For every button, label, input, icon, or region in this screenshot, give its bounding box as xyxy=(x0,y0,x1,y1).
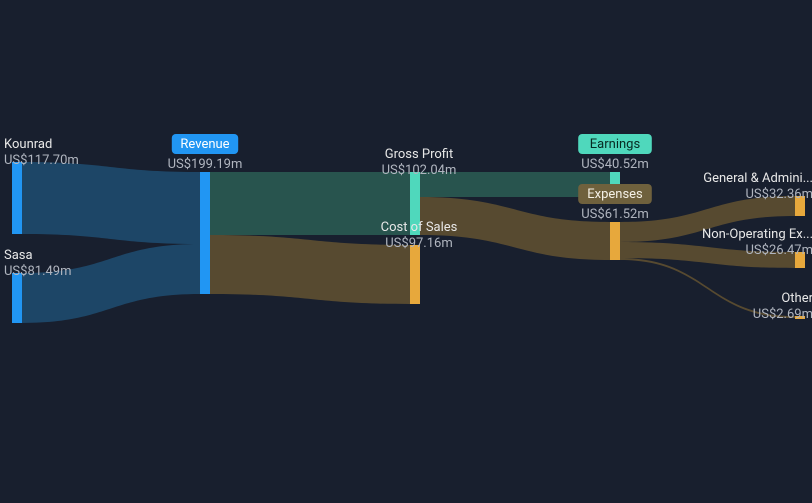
node-pill-revenue: Revenue US$199.19m xyxy=(168,134,243,172)
sankey-node-expenses[interactable] xyxy=(610,222,620,260)
node-label: Kounrad xyxy=(4,137,52,152)
sankey-node-revenue[interactable] xyxy=(200,172,210,294)
sankey-node-cost_of_sales[interactable] xyxy=(410,245,420,304)
sankey-node-sasa[interactable] xyxy=(12,273,22,323)
node-label: Cost of Sales xyxy=(381,220,458,235)
node-value: US$26.47m xyxy=(745,243,812,258)
sankey-chart: KounradUS$117.70m SasaUS$81.49m Revenue US$… xyxy=(0,0,812,503)
node-label: General & Admini... xyxy=(703,171,812,186)
node-value: US$40.52m xyxy=(581,157,649,172)
node-label: Earnings xyxy=(590,137,641,152)
node-pill-earnings: Earnings US$40.52m xyxy=(578,134,652,172)
sankey-link xyxy=(210,235,410,304)
sankey-node-kounrad[interactable] xyxy=(12,162,22,234)
node-label: Expenses xyxy=(587,187,643,202)
node-value: US$199.19m xyxy=(168,157,243,172)
node-label: Gross Profit xyxy=(385,147,454,162)
node-value: US$102.04m xyxy=(382,163,457,178)
node-value: US$97.16m xyxy=(385,236,453,251)
node-label: Other xyxy=(781,291,812,306)
node-label: Sasa xyxy=(4,248,33,263)
node-pill-expenses: Expenses US$61.52m xyxy=(578,184,652,222)
node-label: Revenue xyxy=(180,137,229,152)
node-label: Non-Operating Ex... xyxy=(702,227,812,242)
node-value: US$81.49m xyxy=(4,264,72,279)
node-value: US$2.69m xyxy=(753,307,812,322)
node-value: US$117.70m xyxy=(4,153,79,168)
sankey-link xyxy=(22,162,200,244)
node-value: US$32.36m xyxy=(745,187,812,202)
node-value: US$61.52m xyxy=(581,207,649,222)
